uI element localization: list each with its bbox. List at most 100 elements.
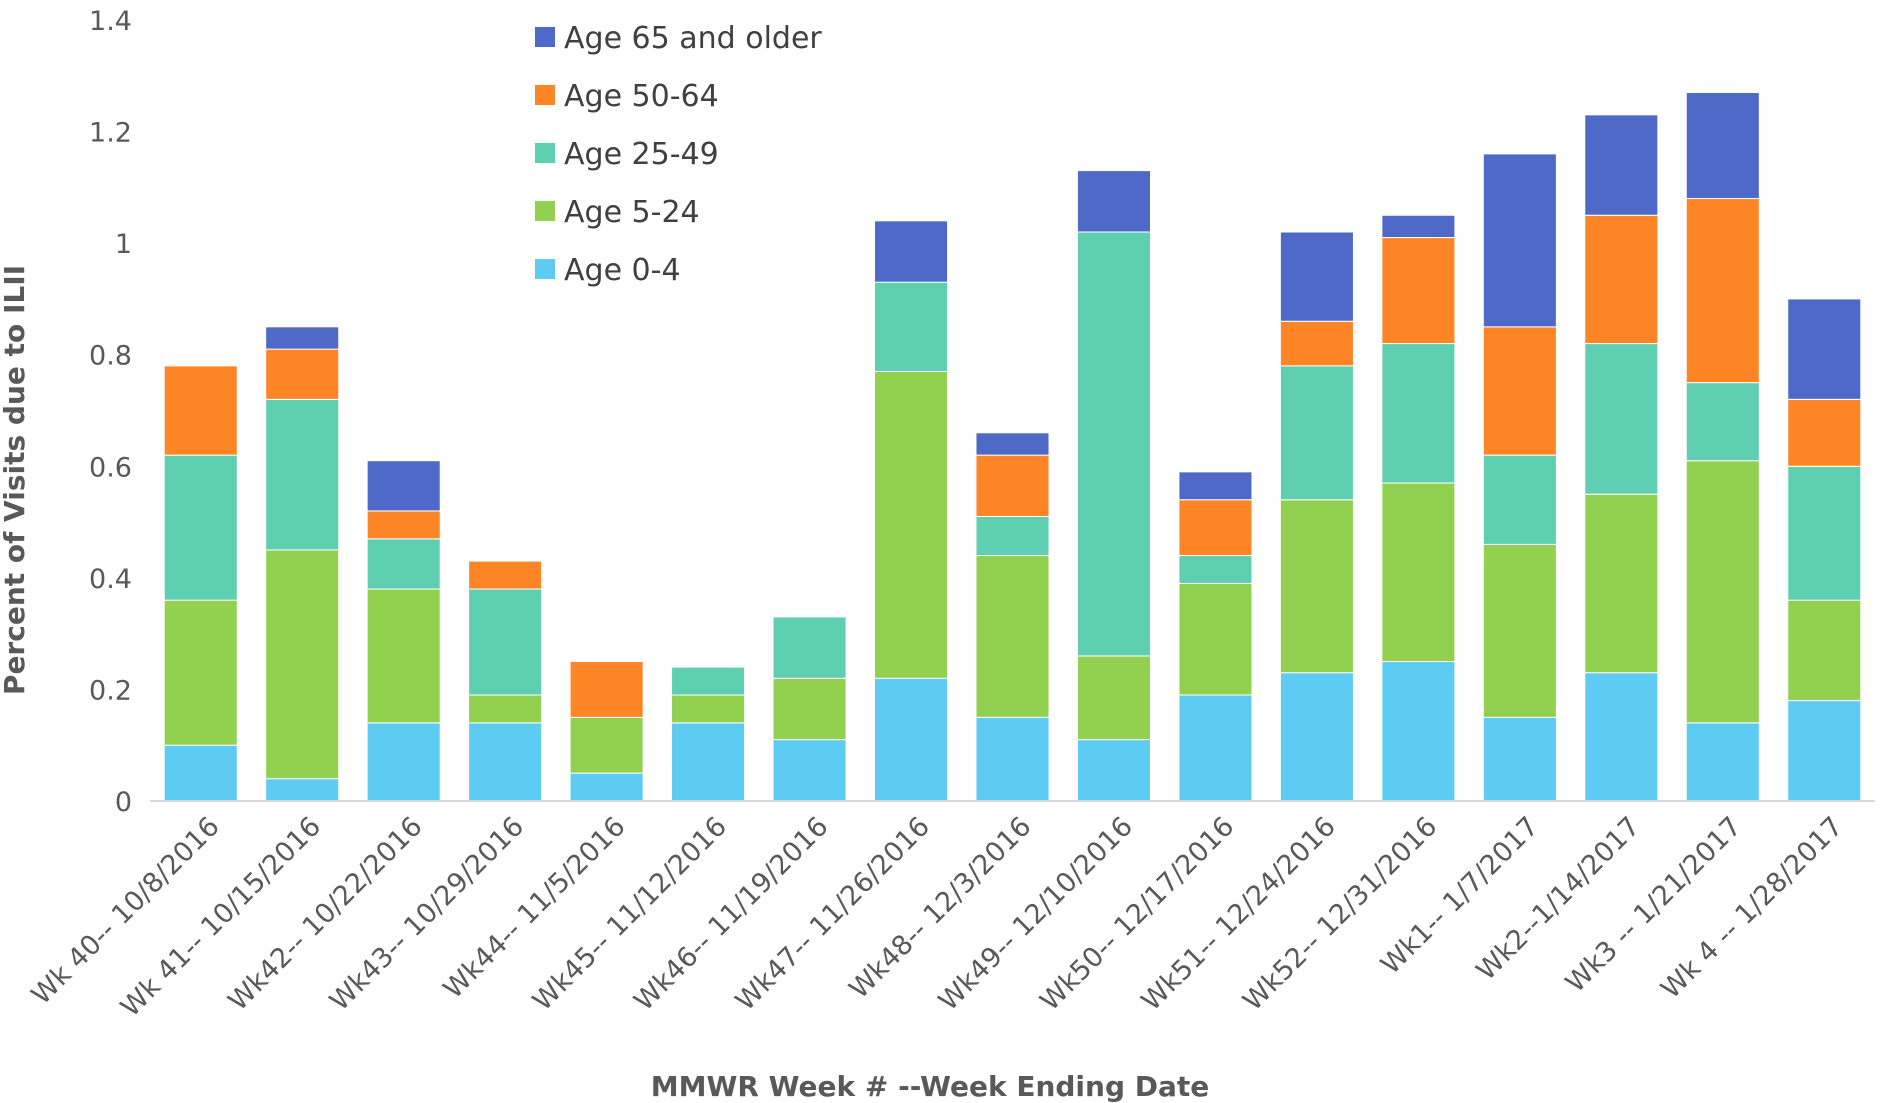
x-tick-label: Wk 40-- 10/8/2016 [26,811,226,1011]
bar-segment [163,365,238,456]
bar-segment [1584,672,1659,802]
bar-segment [1178,471,1253,501]
bar-segment [1584,214,1659,345]
bar-segment [569,772,644,802]
bar-segment [874,370,949,679]
bar-segment [1279,672,1354,802]
bar-segment [1584,114,1659,216]
bar-segment [265,778,340,802]
bar-segment [163,599,238,746]
x-tick-label: Wk48-- 12/3/2016 [844,811,1038,1005]
bar-segment [366,460,441,512]
x-tick-label: Wk46-- 11/19/2016 [628,811,834,1017]
y-tick-label: 0 [115,787,132,818]
bar-segment [265,549,340,780]
legend-label: Age 25-49 [564,137,719,172]
y-tick-label: 0.6 [89,452,132,483]
x-axis-title: MMWR Week # --Week Ending Date [651,1070,1210,1103]
bar-segment [366,538,441,590]
bar-segment [1787,465,1862,601]
bar-segment [468,694,543,724]
bar-segment [1178,694,1253,802]
bar-segment [265,398,340,551]
bar-segment [975,454,1050,517]
legend-label: Age 0-4 [564,253,681,288]
bar-segment [1482,716,1557,802]
legend-swatch [535,27,555,47]
x-tick-label: Wk50-- 12/17/2016 [1034,811,1240,1017]
bar-segment [468,560,543,590]
bar-segment [1381,661,1456,802]
bar-segment [1076,739,1151,802]
legend-label: Age 50-64 [564,79,719,114]
bar-segment [1076,655,1151,741]
x-tick-label: Wk45-- 11/12/2016 [527,811,733,1017]
x-tick-label: Wk49-- 12/10/2016 [933,811,1139,1017]
legend-label: Age 65 and older [564,21,822,56]
bar-segment [1381,482,1456,663]
bar-segment [366,722,441,802]
bar-segment [975,515,1050,557]
bar-segment [1685,722,1760,802]
x-tick-label: Wk51-- 12/24/2016 [1136,811,1342,1017]
bar-segment [874,220,949,283]
bar-segment [1787,700,1862,802]
bar-segment [1076,231,1151,657]
bar-segment [772,616,847,679]
bar-segment [1279,231,1354,322]
bar-segment [1381,237,1456,345]
bar-segment [1482,153,1557,328]
x-tick-label: Wk52-- 12/31/2016 [1237,811,1443,1017]
legend: Age 65 and older Age 50-64 Age 25-49 Age 5-… [535,21,822,288]
x-tick-label: Wk44-- 11/5/2016 [438,811,632,1005]
bar-segment [163,744,238,802]
bar-segment [1685,382,1760,462]
bar-segment [1279,499,1354,674]
bar-segment [1482,326,1557,456]
bar-segment [366,588,441,724]
bar-segment [265,348,340,400]
bar-segment [1787,298,1862,400]
bar-segment [265,326,340,350]
bar-segment [1381,343,1456,484]
bar-segment [671,666,746,696]
bar-segment [1178,499,1253,557]
bar-segment [468,588,543,696]
y-tick-label: 1.2 [89,118,132,149]
bar-segment [772,739,847,802]
legend-swatch [535,201,555,221]
bar-segment [1685,92,1760,200]
bar-segment [1178,582,1253,696]
bar-segment [874,677,949,802]
bar-segment [874,281,949,372]
x-tick-label: Wk 41-- 10/15/2016 [115,811,327,1023]
bar-segment [975,432,1050,456]
y-tick-label: 1.4 [89,6,132,37]
legend-label: Age 5-24 [564,195,700,230]
x-tick-label: Wk47-- 11/26/2016 [730,811,936,1017]
bar-segment [1381,214,1456,239]
legend-swatch [535,143,555,163]
bar-segment [1482,454,1557,545]
y-tick-label: 1 [115,229,132,260]
bar-segment [975,555,1050,718]
y-tick-label: 0.4 [89,564,132,595]
x-tick-label: Wk42-- 10/22/2016 [223,811,429,1017]
bar-segment [671,722,746,802]
y-axis-title: Percent of Visits due to ILII [0,265,31,695]
bar-segment [163,454,238,601]
bar-segment [1685,198,1760,384]
bar-segment [975,716,1050,802]
y-tick-label: 0.8 [89,341,132,372]
bar-segment [1787,398,1862,467]
legend-swatch [535,85,555,105]
bar-segment [1178,555,1253,584]
y-tick-label: 0.2 [89,675,132,706]
bar-segment [569,661,644,718]
bar-segment [366,510,441,540]
bar-segment [671,694,746,724]
bar-segment [772,677,847,741]
